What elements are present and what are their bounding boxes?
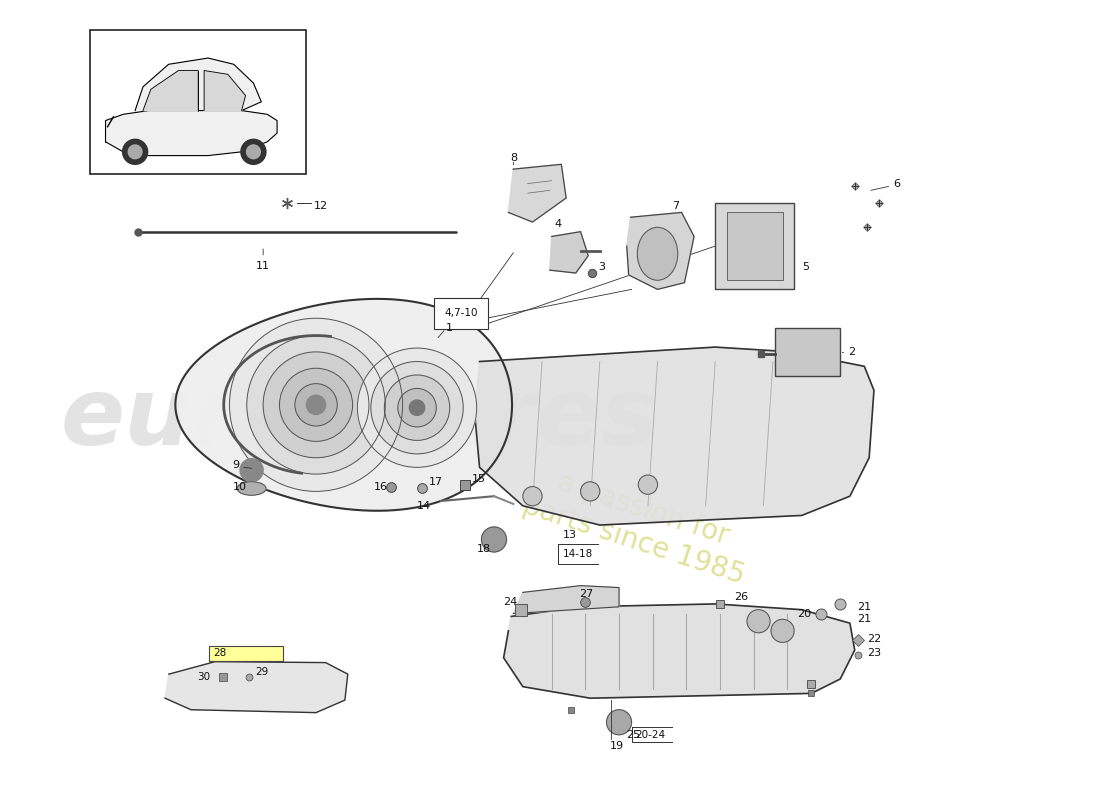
FancyBboxPatch shape xyxy=(209,646,284,661)
Circle shape xyxy=(246,335,385,474)
Polygon shape xyxy=(135,58,262,110)
Circle shape xyxy=(295,384,338,426)
Circle shape xyxy=(263,352,368,458)
Circle shape xyxy=(241,139,266,164)
Polygon shape xyxy=(165,662,348,713)
Circle shape xyxy=(279,368,353,442)
Text: 21: 21 xyxy=(858,614,871,624)
Text: 5: 5 xyxy=(802,262,808,272)
Text: 19: 19 xyxy=(609,742,624,751)
Text: 4,7-10: 4,7-10 xyxy=(444,309,477,318)
Circle shape xyxy=(638,475,658,494)
Polygon shape xyxy=(508,164,566,222)
Text: 4: 4 xyxy=(554,219,562,229)
Text: 29: 29 xyxy=(255,667,268,678)
Circle shape xyxy=(122,139,147,164)
Text: eurospares: eurospares xyxy=(60,374,658,466)
Circle shape xyxy=(606,710,631,734)
Circle shape xyxy=(307,395,326,414)
Polygon shape xyxy=(514,586,619,614)
Circle shape xyxy=(581,482,600,501)
Text: 14: 14 xyxy=(417,501,431,511)
Circle shape xyxy=(129,145,142,158)
Polygon shape xyxy=(627,213,694,290)
Polygon shape xyxy=(550,232,588,273)
Circle shape xyxy=(522,486,542,506)
Polygon shape xyxy=(475,347,874,525)
Text: 17: 17 xyxy=(429,477,442,486)
Circle shape xyxy=(409,400,425,415)
Polygon shape xyxy=(504,604,855,698)
Text: 12: 12 xyxy=(315,201,328,210)
Text: 7: 7 xyxy=(672,201,679,210)
Text: 28: 28 xyxy=(213,648,227,658)
Text: 22: 22 xyxy=(867,634,881,643)
Bar xyxy=(774,328,840,376)
Text: 3: 3 xyxy=(598,262,605,272)
Circle shape xyxy=(240,458,263,482)
Circle shape xyxy=(246,145,261,158)
Bar xyxy=(90,30,307,174)
Text: 6: 6 xyxy=(893,178,900,189)
Bar xyxy=(727,213,782,280)
Text: 20: 20 xyxy=(798,609,811,618)
Text: 24: 24 xyxy=(504,597,518,607)
Text: 26: 26 xyxy=(735,592,749,602)
Text: 14-18: 14-18 xyxy=(563,549,594,559)
Circle shape xyxy=(230,318,403,491)
Text: 18: 18 xyxy=(476,544,491,554)
Circle shape xyxy=(398,389,437,427)
Polygon shape xyxy=(106,110,277,155)
Text: 2: 2 xyxy=(848,347,855,357)
Text: 20-24: 20-24 xyxy=(636,730,666,740)
Circle shape xyxy=(358,348,476,467)
Polygon shape xyxy=(175,299,512,510)
Text: 9: 9 xyxy=(232,461,240,470)
Polygon shape xyxy=(205,70,245,110)
Circle shape xyxy=(747,610,770,633)
Bar xyxy=(715,203,794,290)
Text: 25: 25 xyxy=(626,730,640,740)
Text: 10: 10 xyxy=(232,482,246,491)
Text: 23: 23 xyxy=(867,648,881,658)
Text: 27: 27 xyxy=(579,590,593,599)
Text: 21: 21 xyxy=(858,602,871,612)
Text: 15: 15 xyxy=(472,474,486,484)
Text: 16: 16 xyxy=(374,482,388,491)
Ellipse shape xyxy=(238,482,266,495)
Circle shape xyxy=(482,527,506,552)
Text: 30: 30 xyxy=(197,672,210,682)
Text: 8: 8 xyxy=(510,153,517,162)
Polygon shape xyxy=(143,70,198,110)
Ellipse shape xyxy=(637,227,678,280)
Circle shape xyxy=(371,362,463,454)
Text: 11: 11 xyxy=(256,249,271,270)
Text: 1: 1 xyxy=(446,323,453,333)
Text: 13: 13 xyxy=(563,530,578,540)
Circle shape xyxy=(384,375,450,441)
Text: a passion for
parts since 1985: a passion for parts since 1985 xyxy=(518,461,758,590)
Circle shape xyxy=(771,619,794,642)
